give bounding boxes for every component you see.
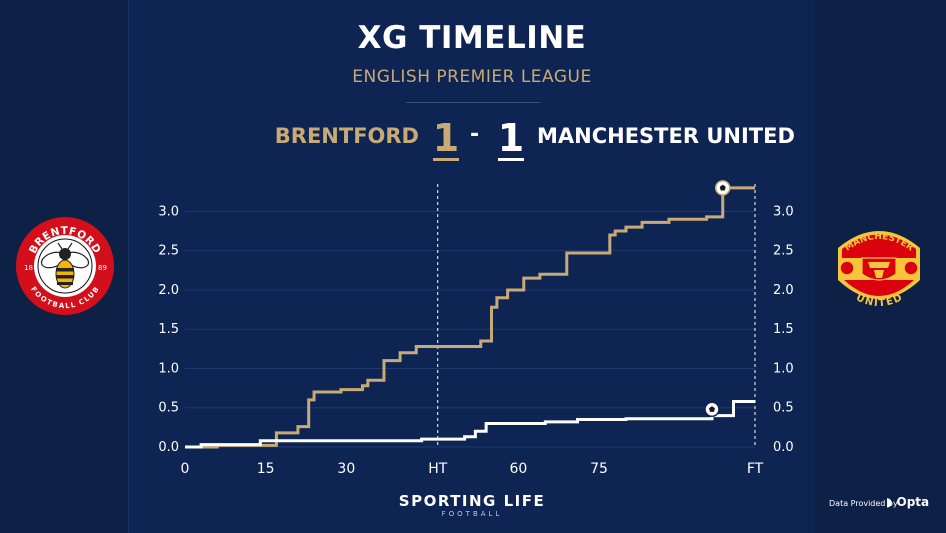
goal-ball-icon bbox=[714, 180, 731, 196]
y-tick-label-right: 0.0 bbox=[773, 440, 794, 455]
opta-logo: ◗ Opta bbox=[886, 495, 929, 509]
series-line-0 bbox=[185, 186, 755, 449]
y-tick-label-left: 0.0 bbox=[158, 440, 179, 455]
chart-grid bbox=[185, 210, 755, 448]
goal-markers bbox=[704, 180, 731, 418]
x-tick-label: 75 bbox=[590, 461, 608, 477]
home-team-name: BRENTFORD bbox=[274, 124, 419, 148]
period-markers bbox=[437, 184, 756, 447]
x-tick-label: 30 bbox=[337, 461, 355, 477]
page-subtitle: ENGLISH PREMIER LEAGUE bbox=[352, 67, 592, 87]
y-tick-label-right: 0.5 bbox=[773, 401, 794, 416]
y-tick-label-right: 1.5 bbox=[773, 322, 794, 337]
chart-axes: 0.0 0.0 0.5 0.5 1.0 1.0 1.5 1.5 2.0 2.0 2.5 2.5 3.0 3… bbox=[158, 204, 793, 477]
score-separator: - bbox=[470, 122, 480, 147]
y-tick-label-right: 3.0 bbox=[773, 204, 794, 219]
y-tick-label-left: 1.0 bbox=[158, 361, 179, 376]
chart-series bbox=[185, 186, 755, 449]
brentford-crest-logo: BRENTFORD FOOTBALL CLUB 18 89 bbox=[16, 217, 114, 315]
y-tick-label-left: 2.5 bbox=[158, 244, 179, 259]
brand-logo-text: SPORTING LIFE bbox=[398, 492, 546, 510]
data-provider-text: Data Provided by bbox=[829, 499, 898, 508]
x-tick-label: 0 bbox=[181, 461, 190, 477]
x-tick-label: 60 bbox=[509, 461, 527, 477]
x-tick-label: FT bbox=[747, 461, 764, 477]
y-tick-label-left: 2.0 bbox=[158, 283, 179, 298]
svg-text:89: 89 bbox=[98, 264, 107, 272]
y-tick-label-left: 1.5 bbox=[158, 322, 179, 337]
goal-ball-icon bbox=[704, 401, 720, 418]
y-tick-label-right: 2.5 bbox=[773, 244, 794, 259]
series-line-1 bbox=[185, 399, 755, 449]
away-score: 1 bbox=[497, 116, 525, 160]
brand-subtitle: FOOTBALL bbox=[441, 510, 503, 518]
y-tick-label-right: 2.0 bbox=[773, 283, 794, 298]
y-tick-label-right: 1.0 bbox=[773, 361, 794, 376]
manchester-united-crest-logo: MANCHESTER UNITED bbox=[838, 231, 920, 309]
svg-text:UNITED: UNITED bbox=[854, 292, 904, 309]
x-tick-label: HT bbox=[428, 461, 448, 477]
xg-timeline-chart: 0.0 0.0 0.5 0.5 1.0 1.0 1.5 1.5 2.0 2.0 2.5 2.5 3.0 3… bbox=[158, 180, 794, 477]
svg-text:18: 18 bbox=[24, 264, 33, 272]
y-tick-label-left: 0.5 bbox=[158, 401, 179, 416]
page-title: XG TIMELINE bbox=[357, 20, 587, 56]
opta-logo-text: Opta bbox=[896, 495, 930, 509]
home-score-underline bbox=[433, 158, 459, 161]
away-team-name: MANCHESTER UNITED bbox=[537, 124, 795, 148]
y-tick-label-left: 3.0 bbox=[158, 204, 179, 219]
home-score: 1 bbox=[432, 116, 460, 160]
title-divider bbox=[406, 102, 540, 103]
x-tick-label: 15 bbox=[257, 461, 275, 477]
opta-logo-mark: ◗ bbox=[886, 495, 897, 509]
away-score-underline bbox=[498, 158, 524, 161]
